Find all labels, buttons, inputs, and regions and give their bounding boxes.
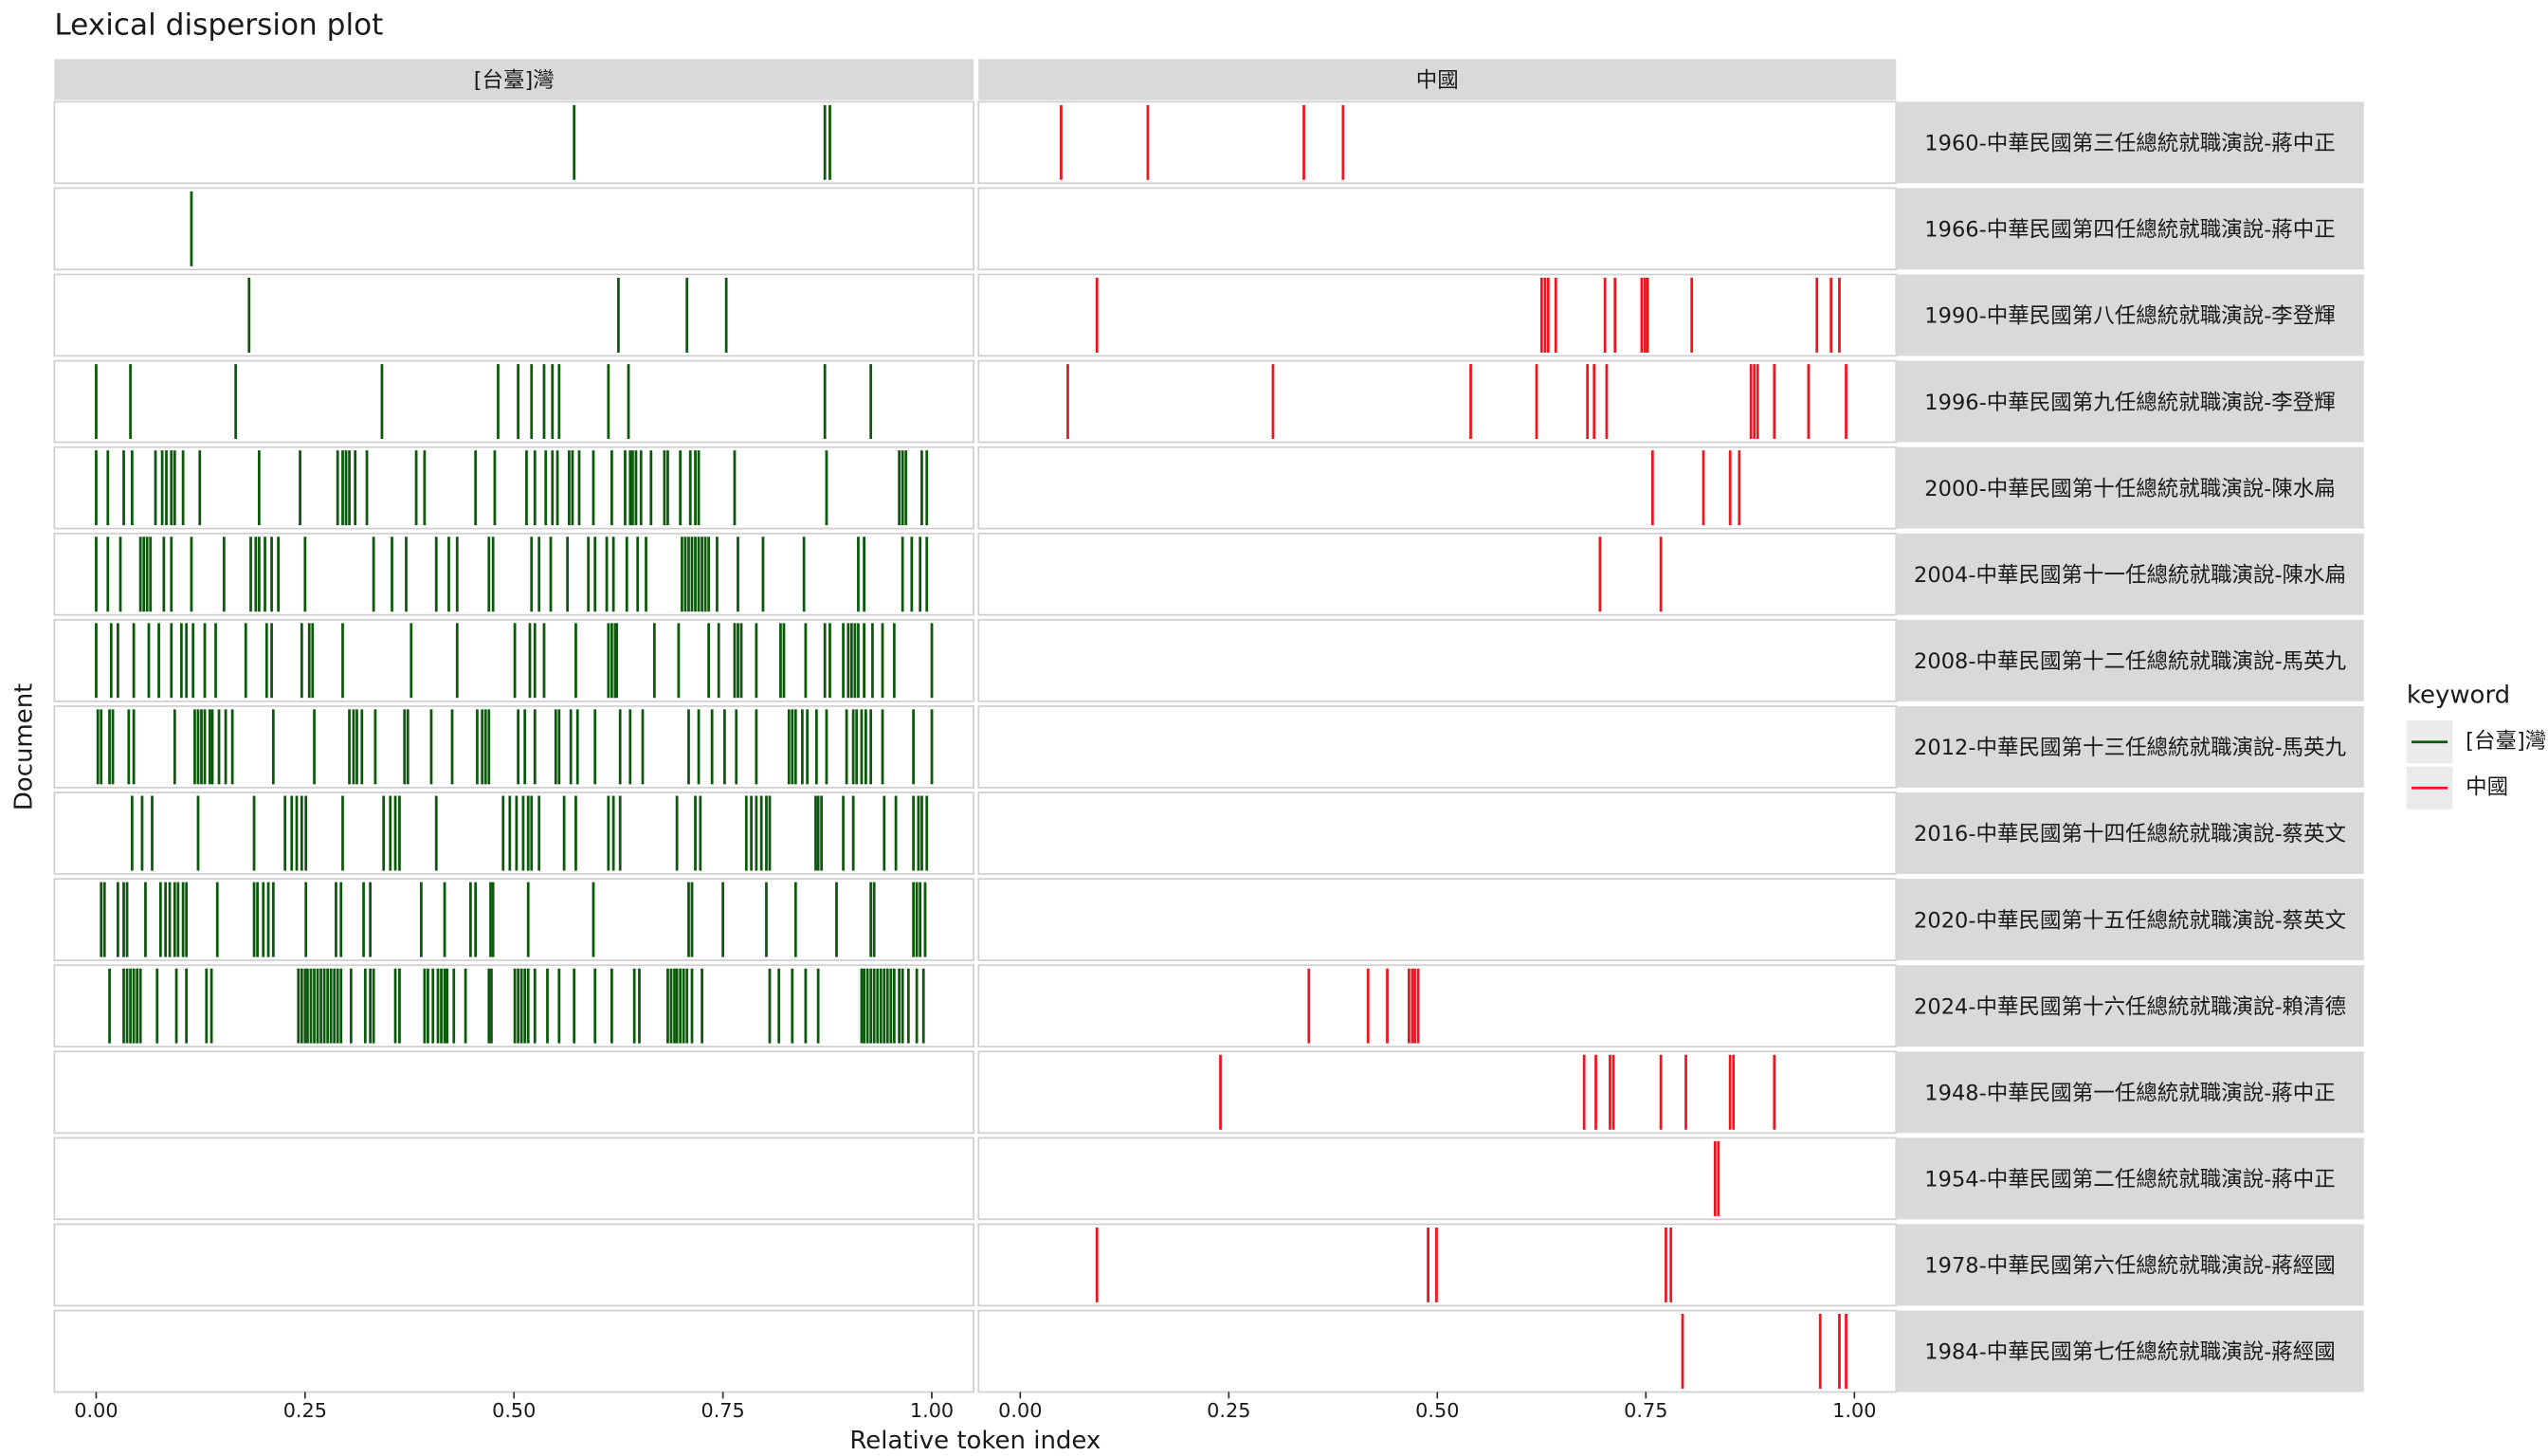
x-axis-label: Relative token index [849, 1427, 1101, 1455]
row-label: 1996-中華民國第九任總統就職演說-李登輝 [1924, 391, 2336, 415]
panel [53, 187, 974, 271]
row-strip [1896, 101, 2364, 184]
row-label: 2024-中華民國第十六任總統就職演說-賴清德 [1914, 994, 2346, 1019]
row-strip [1896, 1051, 2364, 1134]
row-strip [1896, 1310, 2364, 1392]
row-label: 1966-中華民國第四任總統就職演說-蔣中正 [1924, 218, 2336, 243]
panel [53, 792, 974, 875]
row-label: 1960-中華民國第三任總統就職演說-蔣中正 [1924, 132, 2336, 156]
panel [53, 878, 974, 961]
panel [977, 100, 1898, 185]
panel [977, 273, 1898, 357]
row-label: 2004-中華民國第十一任總統就職演說-陳水扁 [1914, 563, 2346, 588]
panel [977, 1050, 1898, 1135]
facet-label: 中國 [1416, 68, 1459, 93]
x-tick-label: 1.00 [1832, 1399, 1876, 1422]
panel [53, 1137, 974, 1221]
facet-label: [台臺]灣 [474, 68, 555, 93]
panel [977, 619, 1898, 702]
row-strip [1896, 188, 2364, 270]
legend-label: [台臺]灣 [2466, 729, 2546, 754]
row-label: 1978-中華民國第六任總統就職演說-蔣經國 [1924, 1254, 2336, 1279]
row-label: 1954-中華民國第二任總統就職演說-蔣中正 [1924, 1168, 2336, 1192]
panel [977, 187, 1898, 271]
legend-title: keyword [2407, 682, 2510, 710]
row-label: 2000-中華民國第十任總統就職演說-陳水扁 [1924, 477, 2336, 501]
panel [977, 964, 1898, 1047]
panel [977, 1137, 1898, 1221]
panel [53, 1050, 974, 1135]
row-strip [1896, 619, 2364, 701]
row-label: 2020-中華民國第十五任總統就職演說-蔡英文 [1914, 908, 2346, 933]
panel [53, 705, 974, 789]
row-strip [1896, 1138, 2364, 1220]
x-tick-label: 0.25 [1207, 1399, 1250, 1422]
row-strip [1896, 792, 2364, 874]
legend-label: 中國 [2466, 775, 2508, 800]
panel [53, 1223, 974, 1307]
panel [53, 359, 974, 444]
panel [53, 273, 974, 357]
row-strip [1896, 446, 2364, 529]
panel [53, 100, 974, 185]
panel [53, 446, 974, 530]
x-tick-label: 0.50 [492, 1399, 536, 1422]
row-label: 2016-中華民國第十四任總統就職演說-蔡英文 [1914, 822, 2346, 846]
panel [977, 532, 1898, 616]
panel [977, 878, 1898, 961]
row-label: 1948-中華民國第一任總統就職演說-蔣中正 [1924, 1081, 2336, 1105]
row-label: 2008-中華民國第十二任總統就職演說-馬英九 [1914, 649, 2346, 674]
panel [977, 705, 1898, 789]
x-tick-label: 0.75 [1624, 1399, 1667, 1422]
panel [977, 792, 1898, 875]
y-axis-label: Document [10, 683, 39, 811]
row-label: 1990-中華民國第八任總統就職演說-李登輝 [1924, 304, 2336, 329]
panel [977, 1309, 1898, 1393]
panel [53, 532, 974, 616]
row-strip [1896, 1224, 2364, 1306]
panel [977, 446, 1898, 530]
row-label: 1984-中華民國第七任總統就職演說-蔣經國 [1924, 1340, 2336, 1365]
x-tick-label: 0.50 [1415, 1399, 1459, 1422]
row-strip [1896, 533, 2364, 615]
row-strip [1896, 965, 2364, 1047]
x-tick-label: 0.25 [283, 1399, 327, 1422]
x-tick-label: 1.00 [910, 1399, 954, 1422]
x-tick-label: 0.75 [701, 1399, 745, 1422]
chart-title: Lexical dispersion plot [54, 9, 383, 43]
x-tick-label: 0.00 [998, 1399, 1042, 1422]
facet-strip [978, 59, 1897, 100]
row-label: 2012-中華民國第十三任總統就職演說-馬英九 [1914, 736, 2346, 760]
panel [53, 1309, 974, 1393]
row-strip [1896, 705, 2364, 788]
facet-strip [54, 59, 974, 100]
row-strip [1896, 879, 2364, 961]
row-strip [1896, 274, 2364, 356]
x-tick-label: 0.00 [74, 1399, 118, 1422]
row-strip [1896, 360, 2364, 443]
